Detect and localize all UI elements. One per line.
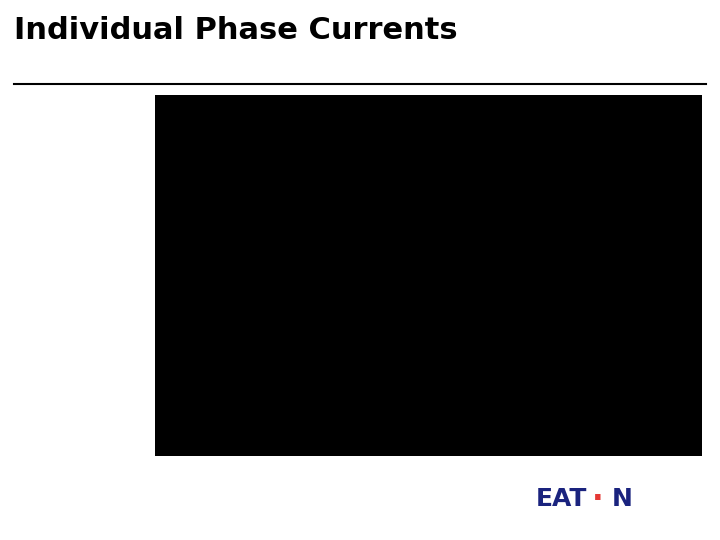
Polygon shape: [572, 390, 577, 437]
Polygon shape: [618, 390, 623, 437]
Bar: [652, 393, 665, 437]
Polygon shape: [342, 322, 346, 437]
Polygon shape: [603, 417, 608, 437]
Bar: [221, 187, 234, 437]
Bar: [283, 262, 295, 437]
Bar: [559, 390, 572, 437]
Bar: [313, 375, 326, 437]
Bar: [375, 370, 388, 437]
Bar: [451, 415, 464, 437]
Polygon shape: [249, 154, 254, 437]
Bar: [513, 388, 526, 437]
Polygon shape: [236, 154, 254, 155]
Polygon shape: [326, 375, 330, 437]
X-axis label: Harmonic Number: Harmonic Number: [358, 464, 528, 483]
Bar: [590, 417, 603, 437]
Polygon shape: [234, 187, 238, 437]
Bar: [606, 390, 618, 437]
Polygon shape: [434, 380, 438, 437]
Text: Individual Phase Currents: Individual Phase Currents: [14, 16, 458, 45]
Polygon shape: [649, 420, 654, 437]
Legend: Blockade, No Blockade: Blockade, No Blockade: [500, 145, 672, 222]
Bar: [544, 417, 557, 437]
Polygon shape: [665, 392, 669, 437]
Polygon shape: [510, 417, 516, 437]
Polygon shape: [418, 402, 423, 437]
Text: ·: ·: [592, 485, 603, 514]
Polygon shape: [557, 417, 562, 437]
Bar: [405, 402, 418, 437]
Polygon shape: [464, 415, 469, 437]
Bar: [359, 405, 372, 437]
Bar: [467, 385, 480, 437]
Bar: [498, 417, 510, 437]
Polygon shape: [480, 384, 485, 437]
Bar: [421, 380, 434, 437]
Y-axis label: Current % of Fundamental: Current % of Fundamental: [134, 174, 149, 401]
Polygon shape: [295, 262, 300, 437]
Text: EAT: EAT: [536, 488, 587, 511]
Polygon shape: [372, 404, 377, 437]
Bar: [267, 375, 280, 437]
Text: N: N: [612, 488, 633, 511]
Polygon shape: [280, 375, 284, 437]
Polygon shape: [388, 370, 392, 437]
Bar: [636, 420, 649, 437]
Bar: [329, 322, 342, 437]
Bar: [236, 155, 249, 437]
Polygon shape: [526, 387, 531, 437]
